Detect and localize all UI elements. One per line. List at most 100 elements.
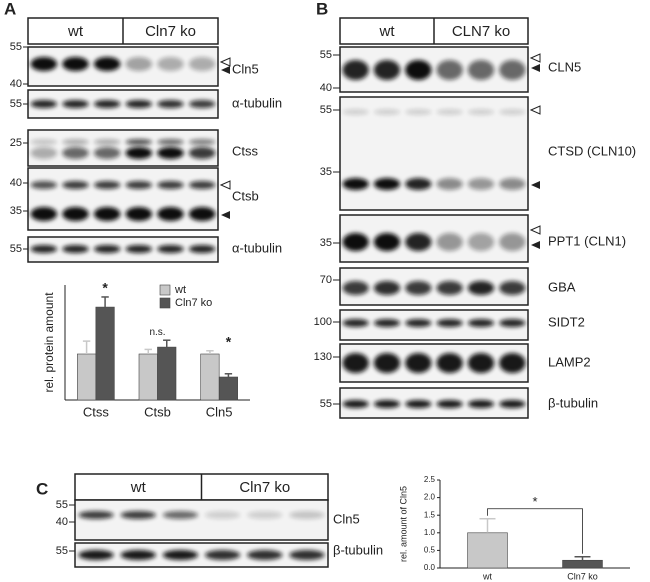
band [499, 281, 526, 295]
band [405, 400, 432, 408]
mw-marker: 55 [10, 243, 22, 255]
band [30, 100, 58, 108]
band [342, 281, 369, 295]
band [125, 57, 153, 71]
mw-marker: 40 [10, 177, 22, 189]
band [157, 147, 184, 159]
band [342, 178, 369, 190]
blot [27, 236, 219, 263]
band [405, 281, 432, 295]
filled-arrow [531, 181, 540, 189]
blot [339, 267, 529, 306]
protein-label: CLN5 [548, 59, 581, 74]
band [93, 181, 121, 189]
band [125, 207, 153, 221]
filled-arrow [221, 211, 230, 219]
band [405, 233, 432, 251]
band [125, 181, 153, 189]
band [405, 60, 432, 80]
band [373, 353, 401, 373]
bar [200, 353, 220, 401]
band [247, 511, 283, 519]
band [78, 511, 114, 519]
band [467, 353, 495, 373]
band [436, 400, 463, 408]
filled-arrow [221, 66, 230, 74]
band [467, 319, 495, 327]
band [499, 400, 526, 408]
band [62, 181, 89, 189]
blot [339, 214, 529, 263]
band [499, 319, 526, 327]
panel-label: B [316, 0, 328, 18]
band [162, 511, 199, 519]
band [157, 245, 184, 253]
band [62, 147, 89, 159]
band [342, 60, 369, 80]
band [30, 147, 58, 159]
open-arrow [529, 105, 541, 115]
x-tick-label: wt [482, 571, 492, 581]
band [342, 400, 369, 408]
y-tick-label: 1.0 [424, 528, 436, 537]
mw-marker: 35 [320, 166, 332, 178]
band [289, 511, 325, 519]
protein-label: Ctss [232, 143, 259, 158]
protein-label: α-tubulin [232, 240, 282, 255]
open-arrow [219, 57, 231, 67]
y-axis-label: rel. amount of Cln5 [398, 486, 408, 562]
blot [74, 542, 329, 568]
band [188, 245, 216, 253]
band [342, 233, 369, 251]
band [93, 57, 121, 71]
y-tick-label: 0.0 [424, 563, 436, 572]
protein-label: GBA [548, 279, 576, 294]
x-tick-label: Cln7 ko [567, 571, 598, 581]
band [125, 100, 153, 108]
band [93, 245, 121, 253]
group-label: wt [130, 479, 147, 496]
band [157, 139, 184, 145]
protein-label: LAMP2 [548, 354, 591, 369]
x-tick-label: Ctss [83, 404, 110, 419]
band [405, 319, 432, 327]
band [188, 100, 216, 108]
band [499, 233, 526, 251]
band [499, 60, 526, 80]
bar [138, 353, 158, 401]
band [405, 353, 432, 373]
filled-arrow [531, 241, 540, 249]
mw-marker: 55 [320, 104, 332, 116]
legend-swatch [159, 297, 171, 309]
band [93, 100, 121, 108]
protein-label: β-tubulin [548, 395, 598, 410]
blot [339, 387, 529, 419]
legend-label: Cln7 ko [175, 297, 212, 309]
band [62, 100, 89, 108]
band [125, 147, 153, 159]
band [62, 207, 89, 221]
group-label: wt [67, 23, 84, 40]
band [120, 511, 156, 519]
band [188, 181, 216, 189]
mw-marker: 40 [56, 516, 68, 528]
band [289, 550, 325, 560]
band [373, 109, 401, 115]
band [125, 139, 153, 145]
band [405, 178, 432, 190]
panel-label: C [36, 479, 48, 498]
y-tick-label: 0.5 [424, 546, 436, 555]
annotation: * [102, 280, 108, 296]
mw-marker: 100 [314, 316, 332, 328]
band [247, 550, 283, 560]
band [467, 281, 495, 295]
band [188, 139, 216, 145]
band [30, 139, 58, 145]
blot [74, 499, 329, 541]
band [93, 139, 121, 145]
band [373, 178, 401, 190]
bar [77, 353, 97, 401]
blot [339, 96, 529, 211]
band [157, 181, 184, 189]
band [467, 233, 495, 251]
